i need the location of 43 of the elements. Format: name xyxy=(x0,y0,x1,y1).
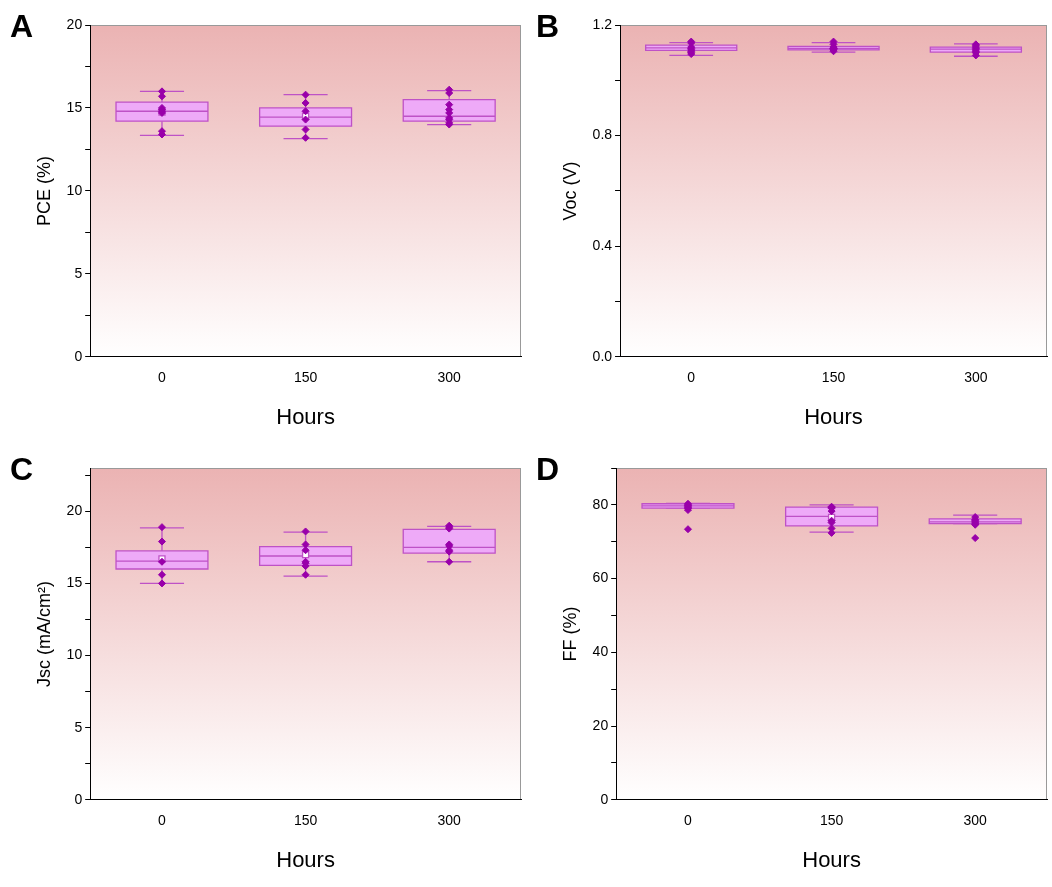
y-tick-label: 20 xyxy=(592,716,609,733)
x-tick-label: 150 xyxy=(821,369,846,386)
x-tick-label: 300 xyxy=(437,812,462,829)
x-tick-label: 0 xyxy=(684,812,693,829)
x-tick-label: 300 xyxy=(964,369,988,386)
y-axis-title: Jsc (mA/cm²) xyxy=(33,580,54,687)
y-axis-title: Voc (V) xyxy=(559,161,580,221)
y-axis-title: PCE (%) xyxy=(33,155,54,226)
x-axis-title: Hours xyxy=(804,403,863,429)
y-tick-label: 10 xyxy=(66,181,83,198)
x-axis-title: Hours xyxy=(276,846,335,872)
y-tick-label: 20 xyxy=(66,502,83,519)
y-tick-label: 5 xyxy=(74,264,83,281)
y-tick-label: 80 xyxy=(592,495,609,512)
x-axis-title: Hours xyxy=(276,403,335,429)
y-tick-label: 60 xyxy=(592,569,609,586)
x-tick-label: 0 xyxy=(687,369,696,386)
y-tick-label: 0 xyxy=(74,347,83,364)
chart-title: B xyxy=(536,8,560,45)
y-tick-label: 40 xyxy=(592,643,609,660)
y-tick-label: 20 xyxy=(66,15,83,32)
x-tick-label: 150 xyxy=(819,812,844,829)
chart-title: C xyxy=(10,451,34,488)
y-axis-title: FF (%) xyxy=(559,606,580,662)
y-tick-label: 0.4 xyxy=(592,237,613,254)
x-axis-title: Hours xyxy=(802,846,861,872)
y-tick-label: 1.2 xyxy=(592,15,613,32)
x-tick-label: 0 xyxy=(158,369,167,386)
y-tick-label: 0 xyxy=(600,790,609,807)
y-tick-label: 0.8 xyxy=(592,126,613,143)
y-tick-label: 15 xyxy=(66,98,83,115)
x-tick-label: 300 xyxy=(437,369,462,386)
x-tick-label: 300 xyxy=(963,812,988,829)
y-tick-label: 15 xyxy=(66,574,83,591)
x-tick-label: 150 xyxy=(293,812,318,829)
chart-title: D xyxy=(536,451,560,488)
chart-title: A xyxy=(10,8,34,45)
x-tick-label: 150 xyxy=(293,369,318,386)
y-tick-label: 5 xyxy=(74,718,83,735)
y-tick-label: 0 xyxy=(74,790,83,807)
y-tick-label: 0.0 xyxy=(592,347,613,364)
x-tick-label: 0 xyxy=(158,812,167,829)
y-tick-label: 10 xyxy=(66,646,83,663)
